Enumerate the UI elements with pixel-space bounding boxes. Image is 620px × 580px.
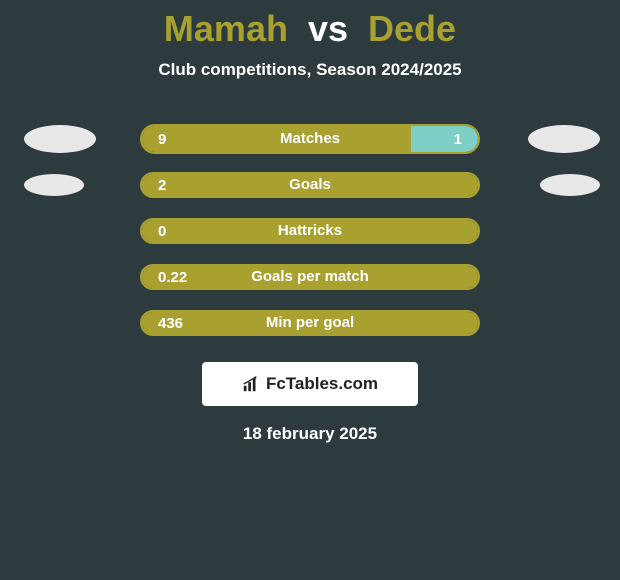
stat-row: 0.22Goals per match	[0, 254, 620, 300]
stat-row: 91Matches	[0, 116, 620, 162]
stat-bar: 0Hattricks	[140, 218, 480, 244]
stat-left-value: 0	[158, 223, 166, 240]
stat-bar: 0.22Goals per match	[140, 264, 480, 290]
stat-left-seg: 436	[142, 312, 478, 334]
stat-left-value: 436	[158, 315, 183, 332]
stat-bar: 436Min per goal	[140, 310, 480, 336]
stat-left-seg: 0.22	[142, 266, 478, 288]
player1-name: Mamah	[164, 8, 288, 49]
date-text: 18 february 2025	[0, 424, 620, 444]
title-vs: vs	[308, 8, 348, 49]
bars-icon	[242, 375, 260, 393]
stat-left-seg: 9	[142, 126, 411, 152]
page-title: Mamah vs Dede	[0, 0, 620, 50]
stat-rows: 91Matches2Goals0Hattricks0.22Goals per m…	[0, 116, 620, 346]
stat-bar: 2Goals	[140, 172, 480, 198]
stat-left-seg: 0	[142, 220, 478, 242]
comparison-infographic: Mamah vs Dede Club competitions, Season …	[0, 0, 620, 580]
stat-row: 0Hattricks	[0, 208, 620, 254]
stat-right-value: 1	[454, 131, 462, 148]
player2-name: Dede	[368, 8, 456, 49]
subtitle: Club competitions, Season 2024/2025	[0, 60, 620, 80]
brand-badge: FcTables.com	[202, 362, 418, 406]
stat-left-value: 9	[158, 131, 166, 148]
brand-text: FcTables.com	[266, 374, 378, 394]
stat-left-seg: 2	[142, 174, 478, 196]
player2-avatar	[540, 174, 600, 196]
stat-row: 2Goals	[0, 162, 620, 208]
player2-avatar	[528, 125, 600, 153]
stat-right-seg: 1	[411, 126, 478, 152]
player1-avatar	[24, 174, 84, 196]
stat-left-value: 2	[158, 177, 166, 194]
stat-bar: 91Matches	[140, 124, 480, 154]
stat-left-value: 0.22	[158, 269, 187, 286]
stat-row: 436Min per goal	[0, 300, 620, 346]
player1-avatar	[24, 125, 96, 153]
